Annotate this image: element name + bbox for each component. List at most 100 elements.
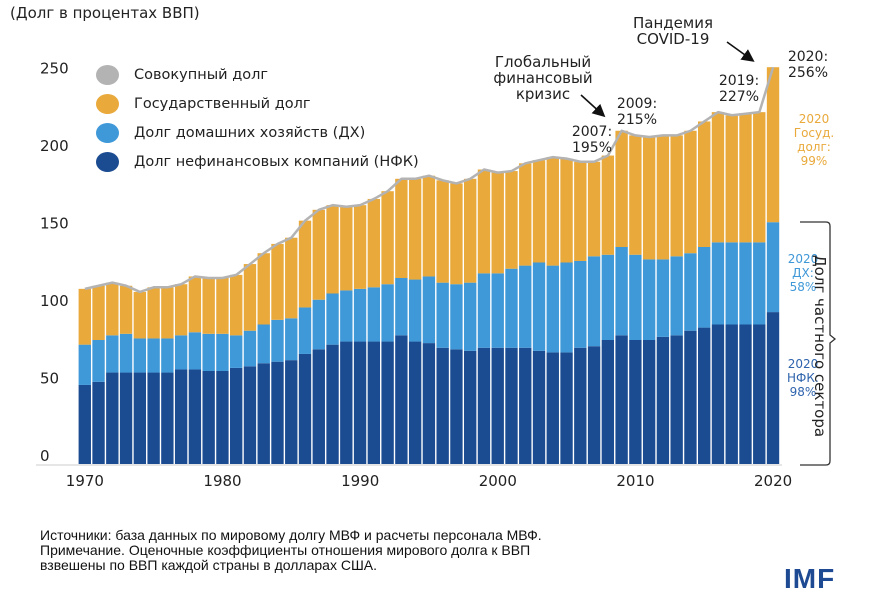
- bar-nfc: [725, 324, 738, 464]
- bar-households: [133, 338, 147, 373]
- bar-households: [340, 290, 353, 342]
- side-label-households: 2020 ДХ: 58%: [780, 252, 826, 294]
- y-tick-label: 200: [40, 137, 69, 155]
- annotation-line: 195%: [571, 140, 613, 156]
- side-label-line: 98%: [789, 385, 817, 399]
- bar-government: [326, 205, 339, 294]
- y-tick-label: 250: [40, 60, 69, 78]
- bar-government: [656, 135, 670, 260]
- bar-households: [477, 273, 491, 348]
- bar-households: [505, 268, 518, 348]
- bar-government: [753, 112, 766, 243]
- annotation-line: Глобальный: [494, 53, 592, 71]
- bar-households: [106, 335, 119, 373]
- bar-government: [766, 67, 780, 223]
- bar-government: [202, 278, 215, 334]
- bar-government: [133, 291, 147, 339]
- bar-nfc: [766, 312, 780, 464]
- side-label-line: 2020: [798, 112, 830, 126]
- annotation-line: кризис: [515, 85, 571, 103]
- bar-households: [587, 256, 601, 347]
- bar-government: [532, 160, 546, 263]
- bar-government: [216, 278, 229, 334]
- bar-government: [230, 274, 243, 336]
- bar-households: [753, 242, 766, 325]
- bar-households: [670, 256, 683, 336]
- bar-government: [574, 161, 587, 261]
- bar-government: [92, 285, 105, 340]
- bar-households: [367, 287, 381, 342]
- annotation-line: 2009:: [616, 96, 658, 112]
- bar-households: [202, 333, 215, 371]
- bar-government: [642, 136, 656, 260]
- bar-nfc: [243, 366, 257, 464]
- bar-government: [353, 205, 367, 289]
- bar-nfc: [408, 341, 422, 464]
- bar-households: [532, 262, 546, 351]
- bar-households: [711, 242, 725, 325]
- side-label-line: 58%: [789, 280, 817, 294]
- bar-households: [546, 265, 559, 353]
- bar-nfc: [340, 341, 353, 464]
- bar-households: [519, 265, 532, 348]
- bar-households: [161, 338, 174, 373]
- bar-households: [560, 262, 573, 353]
- bar-nfc: [560, 352, 573, 464]
- x-tick-label: 2010: [616, 472, 654, 490]
- bar-nfc: [285, 360, 298, 464]
- bar-households: [92, 340, 105, 382]
- bar-households: [188, 332, 202, 370]
- bar-government: [161, 287, 174, 339]
- bar-nfc: [505, 347, 518, 464]
- annotation-line: финансовый: [493, 69, 593, 87]
- side-label-line: НФК:: [787, 371, 819, 385]
- bar-government: [188, 276, 202, 333]
- bar-nfc: [450, 349, 463, 464]
- bar-government: [491, 172, 504, 274]
- bar-nfc: [491, 347, 504, 464]
- bar-government: [422, 175, 436, 277]
- footer-source: Источники: база данных по мировому долгу…: [40, 527, 542, 543]
- bar-nfc: [698, 327, 711, 464]
- bar-government: [106, 282, 119, 336]
- footer-notes: Источники: база данных по мировому долгу…: [40, 528, 542, 573]
- bar-households: [436, 282, 449, 348]
- bar-government: [587, 161, 601, 257]
- bar-nfc: [615, 335, 628, 464]
- bar-government: [464, 178, 477, 283]
- bar-households: [629, 254, 642, 340]
- bar-households: [408, 279, 422, 342]
- bar-nfc: [119, 372, 133, 464]
- bar-nfc: [464, 350, 477, 464]
- bar-government: [698, 121, 711, 247]
- total-debt-line: [84, 66, 775, 294]
- legend-item-nfc: Долг нефинансовых компаний (НФК): [96, 147, 419, 176]
- bar-households: [656, 259, 670, 337]
- bar-households: [271, 319, 284, 362]
- bar-households: [684, 253, 697, 331]
- legend: Совокупный долг Государственный долг Дол…: [96, 60, 419, 176]
- x-tick-label: 1980: [203, 472, 241, 490]
- bar-government: [147, 287, 160, 339]
- legend-dot-icon: [96, 122, 119, 143]
- bar-households: [312, 299, 325, 350]
- bar-households: [257, 324, 270, 364]
- bar-government: [505, 171, 518, 269]
- y-tick-label: 150: [40, 215, 69, 233]
- bar-households: [642, 259, 656, 340]
- bar-nfc: [642, 340, 656, 464]
- annotation-line: 2019:: [718, 73, 760, 89]
- legend-dot-icon: [96, 64, 119, 85]
- annotation-line: COVID-19: [636, 30, 710, 48]
- bar-nfc: [257, 363, 270, 464]
- bar-households: [450, 284, 463, 350]
- x-tick-label: 1990: [341, 472, 379, 490]
- bar-nfc: [161, 372, 174, 464]
- bar-households: [422, 276, 436, 344]
- bar-households: [698, 247, 711, 328]
- y-tick-label: 50: [40, 370, 59, 388]
- bar-nfc: [106, 372, 119, 464]
- bar-government: [615, 130, 628, 247]
- bar-nfc: [587, 346, 601, 464]
- bar-households: [739, 242, 752, 325]
